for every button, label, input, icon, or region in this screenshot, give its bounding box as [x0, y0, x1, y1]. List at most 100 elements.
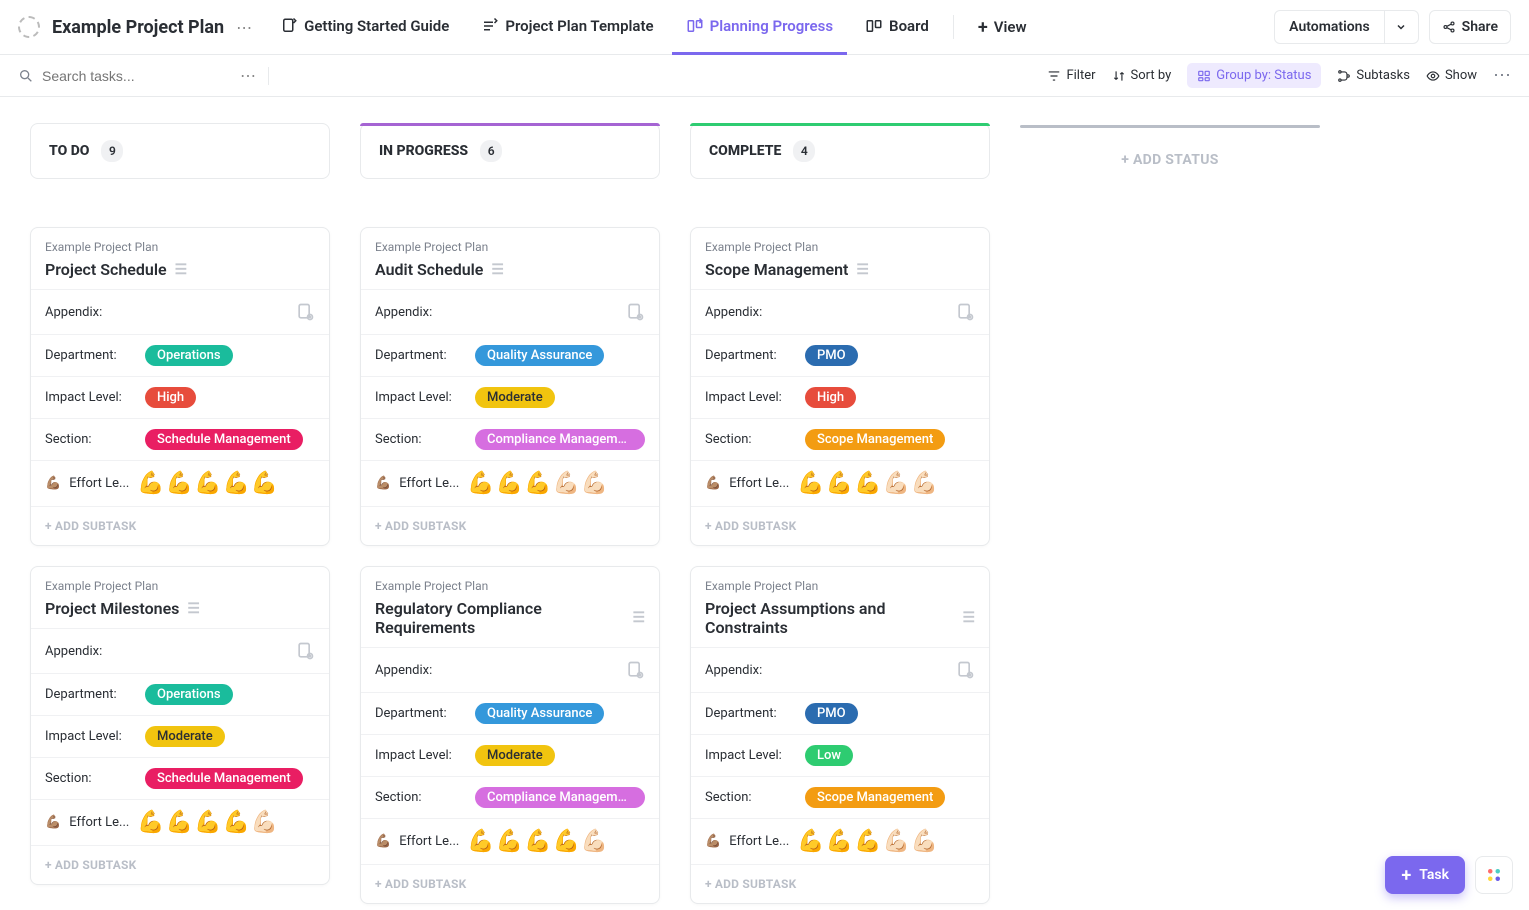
filter-button[interactable]: Filter	[1047, 68, 1095, 83]
task-card[interactable]: Example Project PlanRegulatory Complianc…	[360, 566, 660, 904]
tab-board[interactable]: Board	[851, 0, 943, 55]
automations-button[interactable]: Automations	[1274, 10, 1419, 44]
project-icon	[18, 16, 40, 38]
tab-label: Board	[889, 17, 929, 35]
department-chip[interactable]: Operations	[145, 684, 233, 705]
groupby-button[interactable]: Group by: Status	[1187, 63, 1321, 88]
sortby-button[interactable]: Sort by	[1112, 68, 1172, 83]
impact-chip[interactable]: Moderate	[145, 726, 225, 747]
chevron-down-icon[interactable]	[1384, 11, 1418, 43]
department-chip[interactable]: Operations	[145, 345, 233, 366]
card-section-row: Section:Compliance Management	[361, 776, 659, 818]
task-card[interactable]: Example Project PlanAudit Schedule ☰Appe…	[360, 227, 660, 546]
impact-chip[interactable]: High	[805, 387, 856, 408]
department-label: Department:	[705, 706, 795, 721]
card-section-row: Section:Scope Management	[691, 776, 989, 818]
effort-rating: 💪💪💪💪🏻💪🏻	[797, 829, 939, 854]
tab-project-plan-template[interactable]: Project Plan Template	[467, 0, 667, 55]
impact-label: Impact Level:	[375, 748, 465, 763]
add-subtask-button[interactable]: + ADD SUBTASK	[361, 506, 659, 545]
card-impact-row: Impact Level:Moderate	[361, 376, 659, 418]
subtasks-button[interactable]: Subtasks	[1337, 68, 1410, 83]
topbar: Example Project Plan ⋯ Getting Started G…	[0, 0, 1529, 55]
doc-icon[interactable]	[625, 660, 645, 680]
task-card[interactable]: Example Project PlanScope Management ☰Ap…	[690, 227, 990, 546]
board: TO DO9 Example Project PlanProject Schedu…	[0, 97, 1529, 910]
effort-rating: 💪💪💪💪💪🏻	[467, 829, 609, 854]
doc-icon[interactable]	[955, 302, 975, 322]
card-project: Example Project Plan	[375, 240, 645, 254]
add-subtask-button[interactable]: + ADD SUBTASK	[31, 845, 329, 884]
card-department-row: Department: PMO	[691, 692, 989, 734]
column-todo: TO DO9 Example Project PlanProject Schedu…	[30, 123, 330, 884]
apps-button[interactable]	[1475, 856, 1513, 894]
task-card[interactable]: Example Project PlanProject Schedule ☰Ap…	[30, 227, 330, 546]
impact-chip[interactable]: High	[145, 387, 196, 408]
section-chip[interactable]: Compliance Management	[475, 787, 645, 808]
column-header[interactable]: IN PROGRESS6	[360, 123, 660, 179]
add-subtask-button[interactable]: + ADD SUBTASK	[691, 506, 989, 545]
doc-pin-icon	[280, 17, 298, 35]
show-button[interactable]: Show	[1426, 68, 1477, 83]
card-effort-row: 💪🏽Effort Le...💪💪💪💪💪🏻	[361, 818, 659, 864]
department-chip[interactable]: Quality Assurance	[475, 345, 604, 366]
add-subtask-button[interactable]: + ADD SUBTASK	[691, 864, 989, 903]
card-effort-row: 💪🏽Effort Le...💪💪💪💪💪	[31, 460, 329, 506]
add-status-button[interactable]: + ADD STATUS	[1020, 152, 1320, 168]
effort-label: Effort Le...	[399, 476, 459, 491]
impact-chip[interactable]: Moderate	[475, 745, 555, 766]
department-chip[interactable]: PMO	[805, 703, 858, 724]
doc-icon[interactable]	[625, 302, 645, 322]
list-pin-icon	[481, 17, 499, 35]
task-card[interactable]: Example Project PlanProject Milestones ☰…	[30, 566, 330, 885]
toolbar-more-icon[interactable]: ⋯	[1493, 65, 1511, 86]
department-label: Department:	[45, 687, 135, 702]
column-header[interactable]: COMPLETE4	[690, 123, 990, 179]
department-chip[interactable]: PMO	[805, 345, 858, 366]
card-impact-row: Impact Level:Low	[691, 734, 989, 776]
add-subtask-button[interactable]: + ADD SUBTASK	[361, 864, 659, 903]
add-subtask-button[interactable]: + ADD SUBTASK	[31, 506, 329, 545]
tab-label: Getting Started Guide	[304, 17, 449, 35]
tab-planning-progress[interactable]: Planning Progress	[672, 0, 847, 55]
add-view-button[interactable]: + View	[964, 17, 1041, 38]
plus-icon: +	[1401, 865, 1411, 886]
search-input[interactable]	[42, 68, 192, 84]
card-section-row: Section:Compliance Management	[361, 418, 659, 460]
new-task-label: Task	[1419, 867, 1449, 883]
column-title: COMPLETE	[709, 143, 781, 159]
section-chip[interactable]: Scope Management	[805, 429, 945, 450]
column-title: IN PROGRESS	[379, 143, 468, 159]
section-chip[interactable]: Schedule Management	[145, 768, 303, 789]
card-title: Audit Schedule ☰	[375, 260, 645, 279]
doc-icon[interactable]	[955, 660, 975, 680]
grip-icon: ☰	[632, 610, 645, 626]
appendix-label: Appendix:	[705, 663, 762, 678]
doc-icon[interactable]	[295, 302, 315, 322]
grip-icon: ☰	[962, 610, 975, 626]
project-menu-icon[interactable]: ⋯	[236, 18, 252, 37]
task-card[interactable]: Example Project PlanProject Assumptions …	[690, 566, 990, 904]
column-header[interactable]: TO DO9	[30, 123, 330, 179]
impact-chip[interactable]: Low	[805, 745, 853, 766]
section-chip[interactable]: Compliance Management	[475, 429, 645, 450]
share-button[interactable]: Share	[1429, 10, 1511, 44]
project-title: Example Project Plan	[52, 17, 224, 38]
impact-chip[interactable]: Moderate	[475, 387, 555, 408]
show-label: Show	[1445, 68, 1477, 83]
tab-getting-started[interactable]: Getting Started Guide	[266, 0, 463, 55]
section-chip[interactable]: Scope Management	[805, 787, 945, 808]
effort-emoji-icon: 💪🏽	[375, 476, 391, 491]
effort-rating: 💪💪💪💪🏻💪🏻	[467, 471, 609, 496]
search-menu-icon[interactable]: ⋯	[240, 66, 256, 85]
column-inprog: IN PROGRESS6 Example Project Plan Audit Sc…	[360, 123, 660, 884]
section-chip[interactable]: Schedule Management	[145, 429, 303, 450]
effort-emoji-icon: 💪🏽	[45, 476, 61, 491]
effort-label: Effort Le...	[729, 834, 789, 849]
doc-icon[interactable]	[295, 641, 315, 661]
new-task-button[interactable]: + Task	[1385, 856, 1465, 894]
card-department-row: Department:Operations	[31, 334, 329, 376]
department-chip[interactable]: Quality Assurance	[475, 703, 604, 724]
section-label: Section:	[45, 771, 135, 786]
sortby-label: Sort by	[1131, 68, 1172, 83]
